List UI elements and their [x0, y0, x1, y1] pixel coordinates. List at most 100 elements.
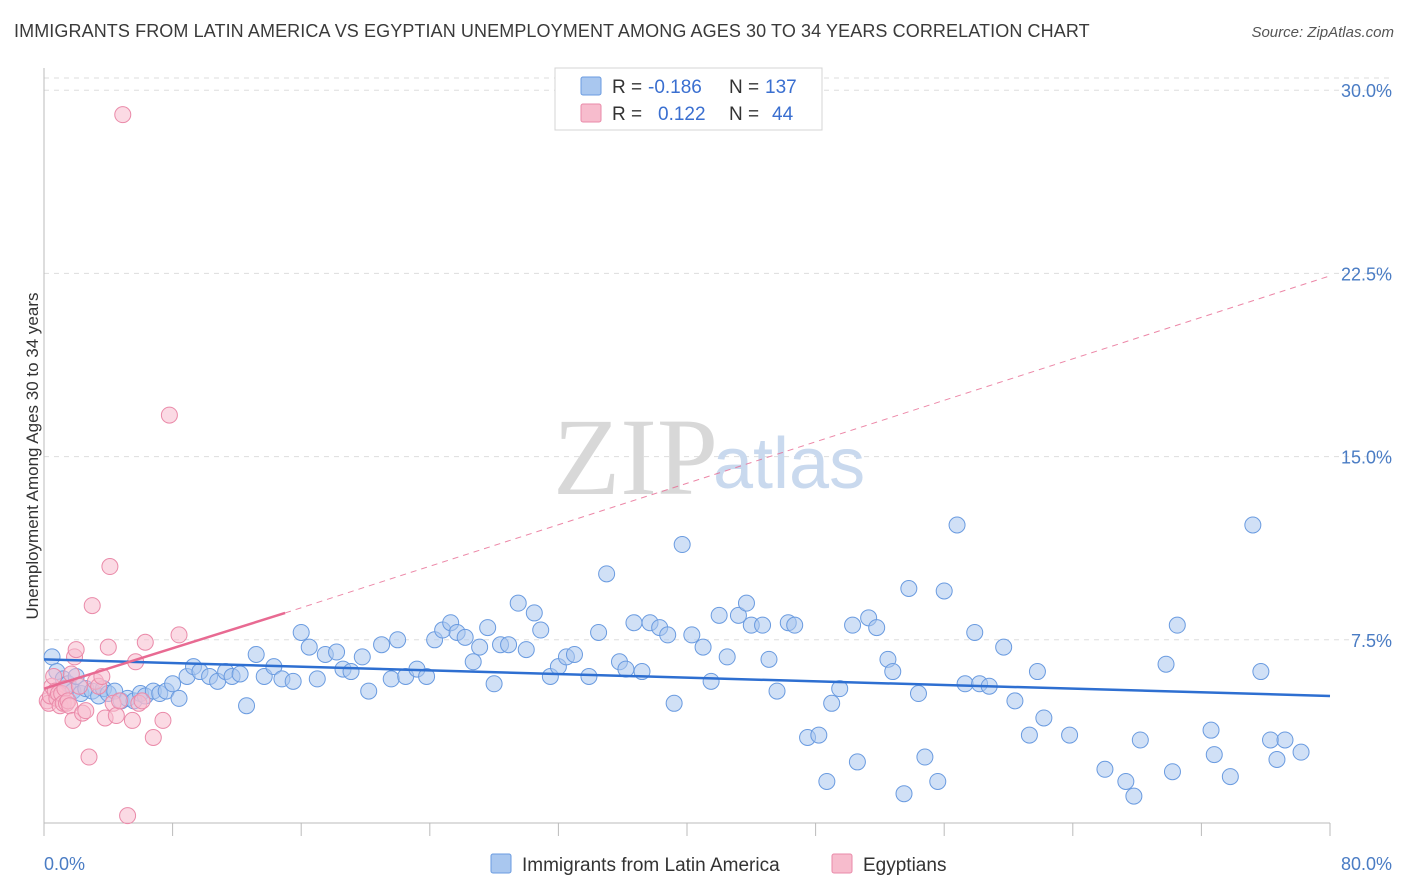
y-axis-label: Unemployment Among Ages 30 to 34 years — [23, 293, 42, 620]
egyptians-point — [136, 633, 154, 651]
latin-america-point — [1035, 709, 1053, 727]
latin-america-point — [823, 694, 841, 712]
gridlines — [44, 77, 1392, 641]
latin-america-point — [760, 650, 778, 668]
latin-america-point — [754, 616, 772, 634]
legend-blue-swatch — [580, 76, 602, 96]
latin-america-point — [479, 619, 497, 637]
source-note: Source: ZipAtlas.com — [1251, 24, 1394, 41]
latin-america-point — [389, 631, 407, 649]
latin-america-point — [1202, 721, 1220, 739]
latin-america-point — [665, 694, 683, 712]
latin-america-point — [710, 606, 728, 624]
latin-america-point — [300, 638, 318, 656]
latin-america-point — [909, 685, 927, 703]
latin-america-point — [1205, 746, 1223, 764]
latin-america-point — [694, 638, 712, 656]
chart-title: IMMIGRANTS FROM LATIN AMERICA VS EGYPTIA… — [14, 21, 1090, 41]
latin-america-point — [464, 653, 482, 671]
latin-america-point — [231, 665, 249, 683]
latin-america-point — [471, 638, 489, 656]
latin-america-point — [500, 636, 518, 654]
latin-america-point — [810, 726, 828, 744]
egyptians-point — [154, 711, 172, 729]
watermark-zip: ZIP — [553, 396, 718, 518]
latin-america-point — [1276, 731, 1294, 749]
y-tick-label: 22.5% — [1341, 264, 1392, 284]
latin-america-point — [590, 623, 608, 641]
latin-america-point — [509, 594, 527, 612]
legend-r-value-1: -0.186 — [648, 77, 702, 98]
latin-america-point — [1262, 731, 1280, 749]
egyptians-point — [111, 692, 129, 710]
latin-america-point — [868, 619, 886, 637]
egyptians-point — [133, 692, 151, 710]
latin-america-point — [1006, 692, 1024, 710]
latin-america-point — [718, 648, 736, 666]
latin-america-point — [995, 638, 1013, 656]
latin-america-point — [956, 675, 974, 693]
legend-r-value-2: 0.122 — [658, 104, 706, 125]
legend-n-label-2: N = — [729, 104, 759, 125]
latin-america-point — [768, 682, 786, 700]
latin-america-point — [532, 621, 550, 639]
egyptians-point — [144, 729, 162, 747]
latin-america-point — [884, 663, 902, 681]
legend-latin-america-label: Immigrants from Latin America — [522, 855, 780, 876]
latin-america-point — [900, 580, 918, 598]
latin-america-point — [673, 536, 691, 554]
latin-america-point — [1292, 743, 1310, 761]
latin-america-point — [786, 616, 804, 634]
egyptians-trend-extension — [284, 275, 1331, 614]
egyptians-point — [99, 638, 117, 656]
latin-america-point — [373, 636, 391, 654]
latin-america-point — [525, 604, 543, 622]
latin-america-point — [485, 675, 503, 693]
latin-america-point — [683, 626, 701, 644]
latin-america-point — [284, 672, 302, 690]
x-tick-label-max: 80.0% — [1341, 854, 1392, 874]
latin-america-point — [844, 616, 862, 634]
latin-america-point — [1117, 772, 1135, 790]
latin-america-point — [729, 606, 747, 624]
latin-america-point — [164, 675, 182, 693]
latin-america-point — [1244, 516, 1262, 534]
latin-america-point — [1252, 663, 1270, 681]
latin-america-point — [1020, 726, 1038, 744]
egyptians-point — [123, 711, 141, 729]
latin-america-point — [948, 516, 966, 534]
latin-america-point — [1157, 655, 1175, 673]
legend-r-label-1: R = — [612, 77, 642, 98]
egyptians-point — [119, 807, 137, 825]
latin-america-point — [848, 753, 866, 771]
latin-america-point — [831, 680, 849, 698]
watermark: ZIP atlas — [553, 396, 865, 518]
y-tick-labels: 7.5% 15.0% 22.5% 30.0% — [1341, 81, 1392, 651]
y-tick-label: 15.0% — [1341, 448, 1392, 468]
latin-america-point — [916, 748, 934, 766]
latin-america-trend-line — [43, 658, 1331, 698]
latin-america-point — [517, 641, 535, 659]
x-tick-label-min: 0.0% — [44, 854, 85, 874]
egyptians-point — [83, 597, 101, 615]
latin-america-point — [238, 697, 256, 715]
egyptians-point — [107, 707, 125, 725]
legend-n-value-1: 137 — [765, 77, 797, 98]
latin-america-point — [292, 623, 310, 641]
legend-stats: R = -0.186 N = 137 R = 0.122 N = 44 — [554, 67, 823, 131]
y-tick-label: 7.5% — [1351, 631, 1392, 651]
y-tick-label: 30.0% — [1341, 81, 1392, 101]
legend-n-label-1: N = — [729, 77, 759, 98]
latin-america-point — [1168, 616, 1186, 634]
legend-r-label-2: R = — [612, 104, 642, 125]
legend-egyptians-swatch — [831, 853, 853, 874]
legend-egyptians-label: Egyptians — [863, 855, 946, 876]
series-latin-america-points — [43, 516, 1310, 805]
egyptians-point — [67, 641, 85, 659]
egyptians-point — [170, 626, 188, 644]
latin-america-point — [702, 672, 720, 690]
latin-america-point — [565, 645, 583, 663]
latin-america-point — [929, 772, 947, 790]
latin-america-point — [1131, 731, 1149, 749]
watermark-atlas: atlas — [713, 424, 865, 504]
